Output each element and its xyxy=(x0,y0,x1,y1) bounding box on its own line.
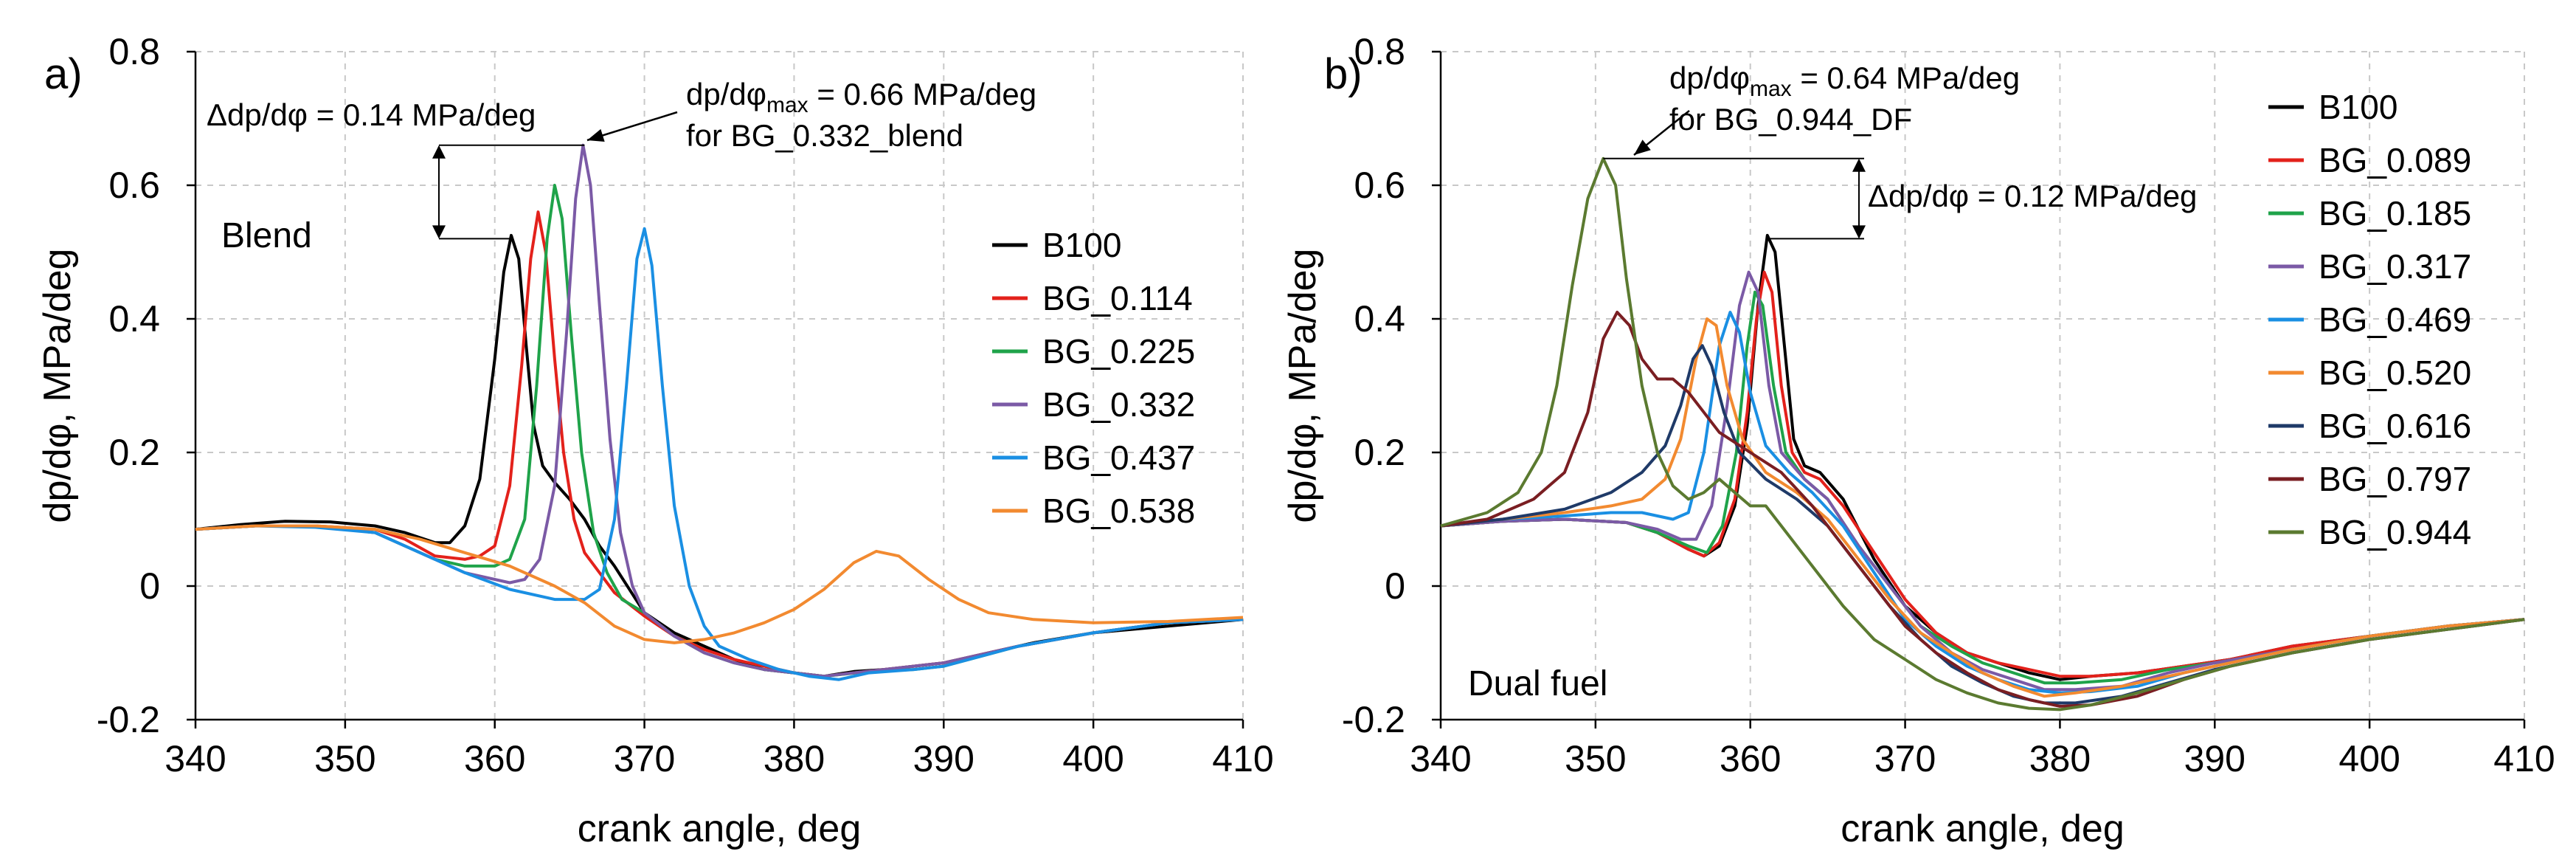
x-tick-label: 380 xyxy=(764,738,825,779)
legend-label: BG_0.114 xyxy=(1042,279,1193,317)
series-line-BG-0-437 xyxy=(195,227,1244,681)
y-tick-label: 0.8 xyxy=(1354,31,1405,72)
y-tick-label: 0 xyxy=(1385,565,1405,607)
y-tick-label: -0.2 xyxy=(1342,699,1405,740)
max-arrow-head xyxy=(587,128,605,142)
x-tick-label: 400 xyxy=(1062,738,1123,779)
panel-label: b) xyxy=(1324,50,1363,98)
legend-label: BG_0.332 xyxy=(1042,385,1195,424)
panel-label: a) xyxy=(44,50,83,98)
y-axis-title: dp/dφ, MPa/deg xyxy=(1281,249,1324,523)
max-annotation-sub: max xyxy=(766,93,809,117)
delta-annotation: Δdp/dφ = 0.12 MPa/deg xyxy=(1868,179,2197,213)
series-line-BG-0-538 xyxy=(195,524,1244,644)
y-tick-label: 0.4 xyxy=(108,298,160,340)
delta-annotation: Δdp/dφ = 0.14 MPa/deg xyxy=(207,97,536,132)
series-line-BG-0-944 xyxy=(1440,156,2525,712)
x-tick-label: 390 xyxy=(913,738,974,779)
delta-arrow-head xyxy=(1852,158,1866,172)
x-tick-label: 380 xyxy=(2029,738,2091,779)
y-tick-label: -0.2 xyxy=(97,699,160,740)
chart-panel-b: 340 350 360 370 380 390 400 410 -0.2 0 0.2 0.4 0.6 0.… xyxy=(1281,31,2555,850)
y-tick-label: 0.2 xyxy=(1354,432,1405,473)
x-tick-label: 360 xyxy=(464,738,525,779)
y-tick-label: 0.2 xyxy=(108,432,160,473)
x-tick-label: 340 xyxy=(165,738,226,779)
max-annotation-main: dp/dφ xyxy=(686,77,766,111)
legend-label: BG_0.538 xyxy=(1042,492,1195,530)
max-annotation: dp/dφmax = 0.66 MPa/deg xyxy=(686,77,1036,117)
legend-label: B100 xyxy=(2319,88,2397,126)
max-annotation-rest: = 0.66 MPa/deg xyxy=(809,77,1036,111)
legend-label: B100 xyxy=(1042,226,1121,264)
legend-label: BG_0.437 xyxy=(1042,438,1195,477)
legend-label: BG_0.089 xyxy=(2319,141,2471,179)
inner-label: Blend xyxy=(221,216,312,255)
legend-label: BG_0.616 xyxy=(2319,407,2471,445)
max-annotation-main: dp/dφ xyxy=(1669,61,1750,95)
y-tick-label: 0.6 xyxy=(108,165,160,206)
delta-arrow-head xyxy=(432,145,446,159)
legend-label: BG_0.520 xyxy=(2319,354,2471,392)
legend-label: BG_0.317 xyxy=(2319,247,2471,286)
delta-arrow-head xyxy=(432,225,446,239)
legend-label: BG_0.797 xyxy=(2319,460,2471,498)
x-tick-label: 410 xyxy=(2493,738,2555,779)
x-tick-label: 370 xyxy=(614,738,675,779)
x-tick-label: 340 xyxy=(1410,738,1471,779)
x-tick-label: 360 xyxy=(1720,738,1781,779)
legend-label: BG_0.225 xyxy=(1042,332,1195,371)
legend-label: BG_0.469 xyxy=(2319,300,2471,339)
x-tick-label: 370 xyxy=(1874,738,1936,779)
x-tick-label: 350 xyxy=(314,738,375,779)
legend-label: BG_0.185 xyxy=(2319,194,2471,232)
x-tick-label: 390 xyxy=(2184,738,2246,779)
chart-panel-a: 340 350 360 370 380 390 400 410 -0.2 0 0.2 0.4 0.6 0.… xyxy=(36,31,1274,850)
y-tick-label: 0 xyxy=(139,565,160,607)
max-annotation: dp/dφmax = 0.64 MPa/deg xyxy=(1669,61,2020,101)
series-line-BG-0-317 xyxy=(1440,270,2525,692)
max-annotation-line2: for BG_0.944_DF xyxy=(1669,102,1912,137)
y-tick-label: 0.6 xyxy=(1354,165,1405,206)
delta-arrow-head xyxy=(1852,225,1866,239)
y-tick-label: 0.8 xyxy=(108,31,160,72)
series-line-BG-0-520 xyxy=(1440,317,2525,698)
max-annotation-rest: = 0.64 MPa/deg xyxy=(1792,61,2020,95)
max-annotation-sub: max xyxy=(1750,77,1792,101)
inner-label: Dual fuel xyxy=(1468,664,1607,703)
y-tick-label: 0.4 xyxy=(1354,298,1405,340)
x-axis-title: crank angle, deg xyxy=(1841,807,2125,850)
max-annotation-line2: for BG_0.332_blend xyxy=(686,118,963,153)
max-arrow-head xyxy=(1634,140,1651,155)
x-tick-label: 400 xyxy=(2338,738,2400,779)
x-tick-label: 350 xyxy=(1565,738,1626,779)
legend-label: BG_0.944 xyxy=(2319,513,2471,551)
y-axis-title: dp/dφ, MPa/deg xyxy=(36,249,79,523)
x-tick-label: 410 xyxy=(1212,738,1273,779)
x-axis-title: crank angle, deg xyxy=(578,807,862,850)
